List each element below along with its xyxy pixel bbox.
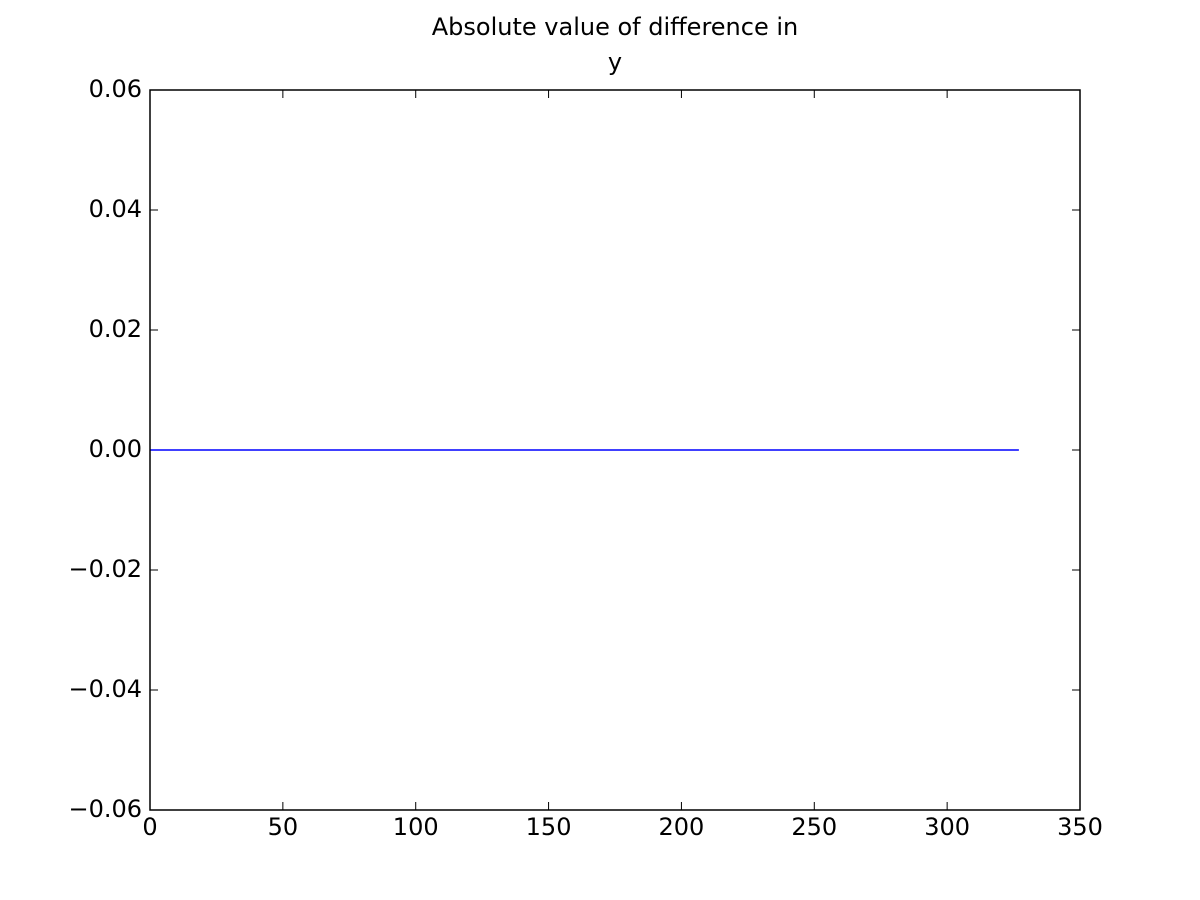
x-tick-label: 250 [791,813,837,841]
x-tick-label: 0 [142,813,157,841]
x-tick-label: 200 [659,813,705,841]
y-tick-label: 0.04 [89,195,142,223]
chart-title: y [608,48,622,76]
y-tick-label: 0.06 [89,75,142,103]
x-tick-label: 50 [268,813,299,841]
y-tick-label: −0.02 [68,555,142,583]
y-tick-label: 0.00 [89,435,142,463]
x-tick-label: 350 [1057,813,1103,841]
y-tick-label: −0.06 [68,795,142,823]
y-tick-label: −0.04 [68,675,142,703]
y-tick-label: 0.02 [89,315,142,343]
plot-frame [149,89,1081,811]
x-tick-label: 300 [924,813,970,841]
chart-title: Absolute value of difference in [432,13,798,41]
x-tick-label: 150 [526,813,572,841]
x-tick-label: 100 [393,813,439,841]
